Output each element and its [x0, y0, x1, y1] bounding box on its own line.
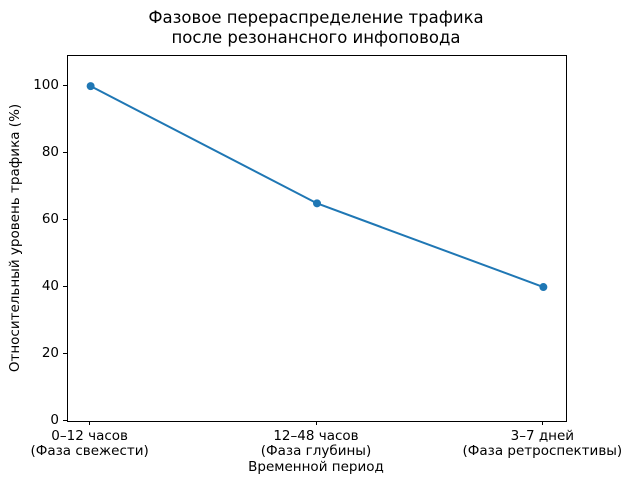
y-tick-label: 20: [41, 345, 59, 362]
y-axis-label: Относительный уровень трафика (%): [7, 103, 23, 373]
data-point-marker: [539, 283, 548, 292]
traffic-line: [90, 85, 544, 288]
x-tick-label: 3–7 дней (Фаза ретроспективы): [462, 428, 623, 459]
y-tick-label: 80: [41, 144, 59, 161]
y-tick-label: 0: [50, 412, 59, 428]
y-tick-label: 100: [33, 77, 59, 94]
y-tick-mark: [63, 151, 67, 153]
chart-title: Фазовое перераспределение трафика после …: [148, 8, 484, 47]
data-point-marker: [313, 199, 321, 208]
x-tick-label: 0–12 часов (Фаза свежести): [30, 428, 149, 459]
x-tick-label: 12–48 часов (Фаза глубины): [260, 428, 372, 459]
x-axis-label: Временной период: [248, 459, 384, 475]
x-tick-mark: [315, 421, 317, 425]
y-tick-mark: [63, 218, 67, 220]
x-tick-mark: [89, 421, 91, 425]
plot-area: [67, 55, 567, 422]
line-series-canvas: [86, 82, 548, 292]
y-tick-mark: [63, 84, 67, 86]
y-tick-label: 60: [41, 211, 59, 228]
y-tick-mark: [63, 352, 67, 354]
y-tick-mark: [63, 285, 67, 287]
x-tick-mark: [541, 421, 544, 425]
y-tick-mark: [63, 419, 67, 421]
data-point-marker: [86, 82, 95, 91]
y-tick-label: 40: [41, 278, 59, 295]
